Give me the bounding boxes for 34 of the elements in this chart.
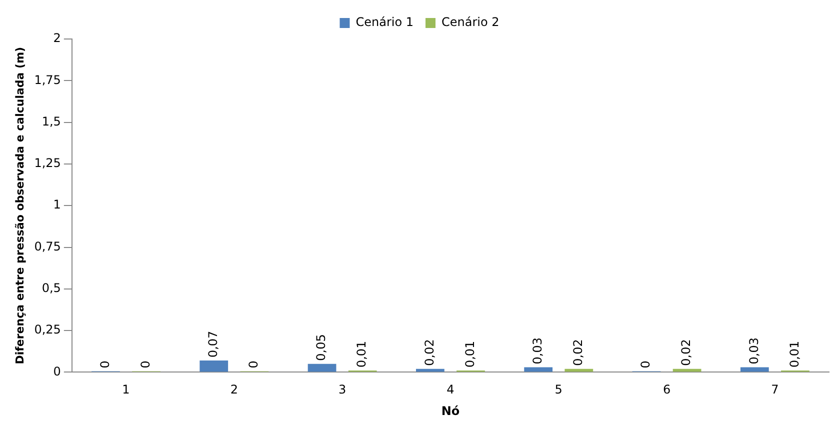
x-tick-label: 5 — [554, 382, 562, 397]
data-label: 0 — [138, 360, 152, 368]
legend-label: Cenário 1 — [356, 15, 414, 30]
x-tick-label: 3 — [338, 382, 346, 397]
data-label: 0 — [638, 360, 653, 368]
data-label: 0,01 — [354, 340, 369, 368]
legend-label: Cenário 2 — [442, 15, 500, 30]
data-label: 0,03 — [746, 337, 761, 364]
data-label: 0 — [246, 360, 261, 368]
y-tick-label: 0,25 — [34, 322, 61, 337]
x-tick-label: 2 — [230, 382, 238, 397]
x-axis-title: Nó — [441, 404, 460, 418]
y-tick-label: 0,5 — [42, 281, 61, 296]
y-tick-label: 1,75 — [34, 72, 61, 87]
y-tick-label: 0,75 — [34, 239, 61, 254]
y-tick-label: 2 — [53, 31, 61, 46]
y-tick-label: 1,25 — [34, 156, 61, 170]
y-axis-title: Diferença entre pressão observada e calculada (m) — [13, 46, 26, 364]
y-tick-label: 0 — [53, 364, 61, 378]
x-tick-label: 4 — [446, 382, 454, 397]
x-tick-label: 7 — [771, 382, 779, 397]
data-label: 0,02 — [571, 339, 586, 366]
data-label: 0,05 — [314, 334, 328, 361]
data-label: 0,07 — [206, 330, 220, 358]
data-label: 0,02 — [422, 339, 436, 366]
data-label: 0,01 — [462, 340, 477, 368]
x-tick-label: 6 — [662, 382, 671, 397]
x-tick-label: 1 — [122, 382, 130, 397]
data-label: 0 — [98, 360, 112, 368]
y-tick-label: 1 — [53, 198, 61, 212]
data-label: 0,03 — [530, 337, 544, 364]
data-label: 0,02 — [679, 339, 694, 366]
data-label: 0,01 — [787, 340, 802, 368]
y-tick-label: 1,5 — [42, 114, 61, 128]
